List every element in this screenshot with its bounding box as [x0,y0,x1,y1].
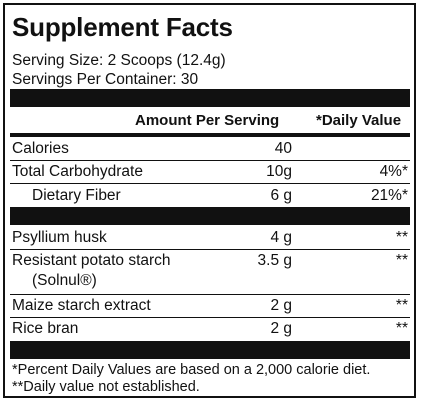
thick-divider-middle [10,207,410,225]
header-divider [10,133,410,137]
label-title: Supplement Facts [12,12,233,42]
row-calories-name: Calories [12,140,69,157]
row-dietary-fiber-amount: 6 g [270,187,292,204]
serving-info: Serving Size: 2 Scoops (12.4g) Servings … [12,51,226,89]
supplement-facts-label: Supplement Facts Serving Size: 2 Scoops … [3,3,416,398]
row-divider [10,183,410,184]
amount-per-serving-header: Amount Per Serving [135,112,280,129]
footnote-daily-value-not-established: **Daily value not established. [12,379,200,395]
row-resistant-potato-starch-line1: Resistant potato starch [12,252,171,269]
row-resistant-potato-starch-amount: 3.5 g [257,252,292,269]
serving-size: Serving Size: 2 Scoops (12.4g) [12,52,226,69]
thick-divider-top [10,89,410,107]
row-maize-starch-extract-amount: 2 g [270,297,292,314]
row-psyllium-husk-amount: 4 g [270,229,292,246]
daily-value-header: *Daily Value [316,112,402,129]
row-psyllium-husk-name: Psyllium husk [12,229,107,246]
row-psyllium-husk-dv: ** [395,229,408,246]
row-resistant-potato-starch-line2: (Solnul®) [32,272,97,289]
row-maize-starch-extract-dv: ** [395,297,408,314]
row-rice-bran-name: Rice bran [12,320,79,337]
row-rice-bran-dv: ** [395,320,408,337]
servings-per-container: Servings Per Container: 30 [12,71,199,88]
row-dietary-fiber-name: Dietary Fiber [32,187,121,204]
row-resistant-potato-starch-dv: ** [395,252,408,269]
row-divider [10,249,410,250]
row-calories-amount: 40 [274,140,292,157]
row-total-carbohydrate-dv: 4%* [379,163,408,180]
row-divider [10,294,410,295]
row-rice-bran-amount: 2 g [270,320,292,337]
row-divider [10,317,410,318]
row-total-carbohydrate-name: Total Carbohydrate [12,163,143,180]
row-divider [10,160,410,161]
row-total-carbohydrate-amount: 10g [266,163,292,180]
footnote-percent-daily-values: *Percent Daily Values are based on a 2,0… [12,362,371,378]
row-resistant-potato-starch-name: Resistant potato starch (Solnul®) [12,251,171,291]
row-dietary-fiber-dv: 21%* [370,187,408,204]
row-maize-starch-extract-name: Maize starch extract [12,297,151,314]
thick-divider-bottom [10,341,410,359]
